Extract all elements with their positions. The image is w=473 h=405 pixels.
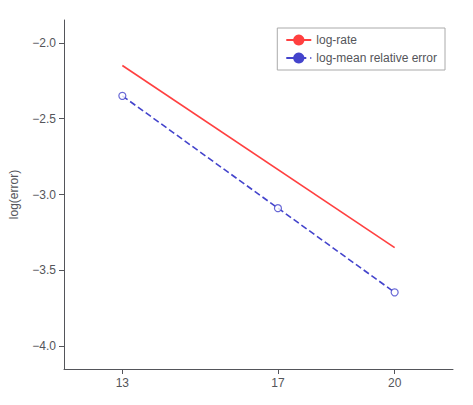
svg-text:log-mean relative error: log-mean relative error (316, 51, 437, 65)
svg-text:log(error): log(error) (7, 170, 21, 219)
svg-text:−2.0: −2.0 (32, 36, 56, 50)
svg-text:20: 20 (388, 376, 402, 390)
svg-text:log-rate: log-rate (316, 33, 357, 47)
svg-text:−2.5: −2.5 (32, 112, 56, 126)
svg-text:17: 17 (271, 376, 285, 390)
svg-text:−4.0: −4.0 (32, 339, 56, 353)
svg-text:13: 13 (116, 376, 130, 390)
svg-text:−3.0: −3.0 (32, 188, 56, 202)
svg-text:−3.5: −3.5 (32, 263, 56, 277)
